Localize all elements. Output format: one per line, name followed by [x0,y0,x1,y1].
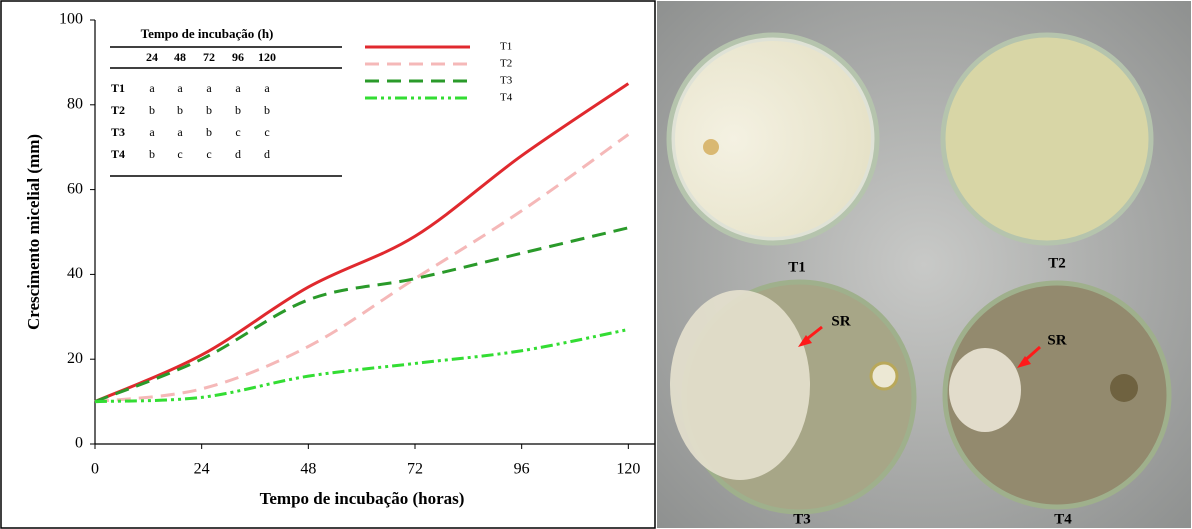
series-line [94,226,629,403]
photo-panel: SR SR T1 T2 T3 T4 [657,1,1191,528]
dish-label: T3 [793,511,811,527]
table-cell: b [206,125,212,139]
table-cell: a [149,125,155,139]
table-cell: c [264,125,269,139]
table-cell: T2 [111,103,125,117]
table-cell: b [177,103,183,117]
table-cell: b [206,103,212,117]
x-tick-label: 120 [616,461,640,478]
table-cell: T3 [111,125,125,139]
table-title: Tempo de incubação (h) [141,26,274,41]
dish-label: T2 [1048,255,1066,271]
table-cell: c [235,125,240,139]
series-line [94,82,630,403]
series-line [94,328,629,404]
table-cell: a [264,81,270,95]
table-cell: b [235,103,241,117]
mycelium [949,348,1021,432]
x-tick-label: 0 [91,461,99,478]
y-tick-label: 100 [59,11,83,28]
table-header: 48 [174,50,186,64]
table-header: 24 [146,50,158,64]
dish-label: T1 [788,259,806,275]
inoculum [869,361,899,391]
table-header: 120 [258,50,276,64]
table-header: 72 [203,50,215,64]
x-tick-label: 24 [194,461,210,478]
series-line [94,133,630,404]
annotation: SR [1047,332,1066,348]
inoculum [1110,374,1138,402]
x-axis-title: Tempo de incubação (horas) [260,489,465,508]
table-cell: a [177,125,183,139]
petri-dish [940,32,1154,246]
table-cell: T4 [111,147,125,161]
annotation: SR [831,313,850,329]
table-cell: d [264,147,270,161]
y-tick-label: 80 [67,95,83,112]
table-cell: d [235,147,241,161]
table-cell: a [149,81,155,95]
y-tick-label: 20 [67,350,83,367]
legend-label: T3 [500,75,513,87]
y-tick-label: 40 [67,265,83,282]
dish-label: T4 [1054,511,1072,527]
chart-panel [0,0,656,529]
mycelium [670,290,810,480]
y-tick-label: 60 [67,180,83,197]
x-tick-label: 72 [407,461,423,478]
y-tick-label: 0 [75,435,83,452]
table-cell: a [177,81,183,95]
inoculum [703,139,719,155]
table-cell: c [177,147,182,161]
arrow-head [798,335,812,347]
x-tick-label: 96 [514,461,530,478]
legend-label: T4 [500,92,513,104]
table-cell: b [149,147,155,161]
table-cell: a [235,81,241,95]
arrow-head [1017,356,1031,368]
table-header: 96 [232,50,244,64]
table-cell: b [149,103,155,117]
table-cell: a [206,81,212,95]
legend-label: T1 [500,41,512,53]
petri-dish [942,280,1172,510]
legend-label: T2 [500,58,512,70]
y-axis-title: Crescimento micelial (mm) [24,134,43,330]
table-cell: T1 [111,81,125,95]
table-cell: c [206,147,211,161]
mycelium [675,41,871,237]
table-cell: b [264,103,270,117]
x-tick-label: 48 [300,461,316,478]
